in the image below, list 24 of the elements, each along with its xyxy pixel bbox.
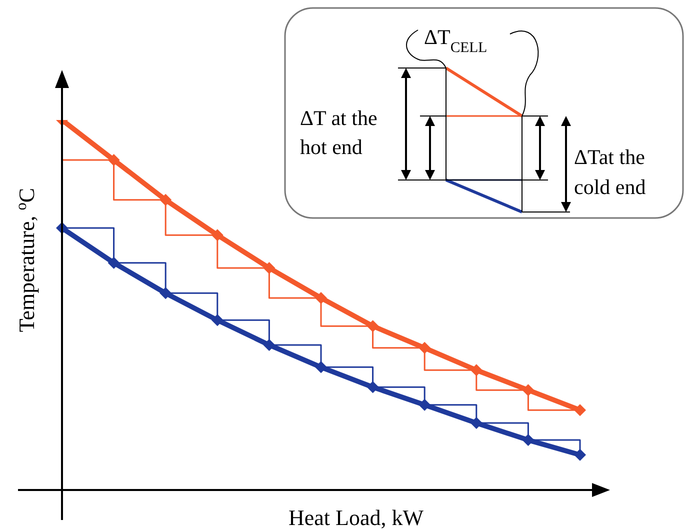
point: [211, 229, 224, 242]
point: [108, 256, 120, 269]
point: [315, 292, 327, 304]
point: [263, 262, 276, 274]
point: [522, 384, 534, 396]
point: [366, 320, 379, 332]
point: [160, 194, 172, 206]
point: [470, 364, 482, 376]
point: [108, 154, 120, 166]
point: [366, 381, 379, 394]
annotation: ΔTat the cold end: [574, 145, 646, 199]
point: [470, 417, 482, 430]
annotation: ΔT at the hot end: [300, 106, 378, 159]
point: [263, 338, 276, 351]
point: [574, 404, 586, 416]
point: [315, 361, 327, 374]
point: [418, 342, 431, 354]
point: [418, 398, 431, 411]
x-axis-title: Heat Load, kW: [288, 505, 424, 530]
point: [160, 287, 172, 300]
text: ΔT$_{CELL}$: [424, 25, 488, 56]
point: [211, 314, 224, 326]
point: [574, 448, 586, 461]
point: [522, 434, 534, 446]
